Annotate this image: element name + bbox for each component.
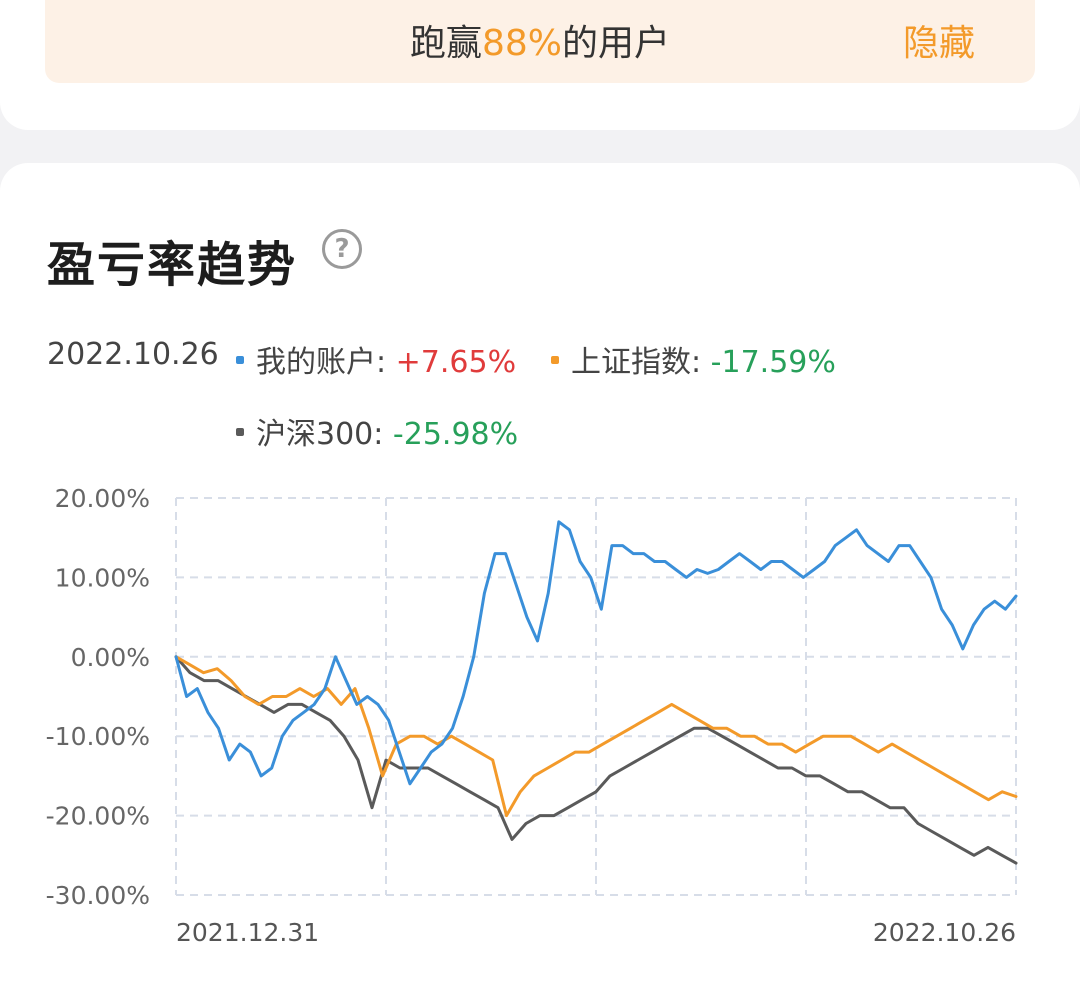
legend-dot-shanghai bbox=[551, 355, 559, 364]
ranking-text: 跑赢88%的用户 bbox=[45, 14, 1035, 66]
summary-card: 跑赢88%的用户 隐藏 bbox=[0, 0, 1080, 130]
ranking-banner: 跑赢88%的用户 隐藏 bbox=[45, 0, 1035, 83]
profit-trend-card: 盈亏率趋势 ? 2022.10.26 我的账户: +7.65% 上证指数: -1… bbox=[0, 163, 1080, 983]
legend-value-shanghai: -17.59% bbox=[710, 345, 836, 380]
question-circle-icon[interactable]: ? bbox=[322, 229, 362, 269]
legend-label-shanghai: 上证指数: bbox=[571, 345, 702, 380]
card-title: 盈亏率趋势 bbox=[47, 237, 298, 293]
legend-item-shanghai-index: 上证指数: -17.59% bbox=[551, 337, 836, 381]
legend-item-account: 我的账户: +7.65% bbox=[236, 337, 516, 381]
legend-label-csi300: 沪深300: bbox=[256, 417, 384, 452]
legend-value-csi300: -25.98% bbox=[392, 417, 519, 452]
hide-button[interactable]: 隐藏 bbox=[902, 23, 975, 64]
ranking-suffix: 的用户 bbox=[562, 23, 671, 64]
ranking-prefix: 跑赢 bbox=[409, 23, 482, 64]
legend-value-account: +7.65% bbox=[395, 345, 517, 380]
legend-dot-account bbox=[236, 355, 244, 364]
legend-item-csi300: 沪深300: -25.98% bbox=[236, 409, 518, 453]
legend-dot-csi300 bbox=[236, 427, 244, 436]
current-date: 2022.10.26 bbox=[47, 337, 219, 372]
ranking-percent: 88% bbox=[481, 23, 562, 64]
legend-label-account: 我的账户: bbox=[256, 345, 387, 380]
